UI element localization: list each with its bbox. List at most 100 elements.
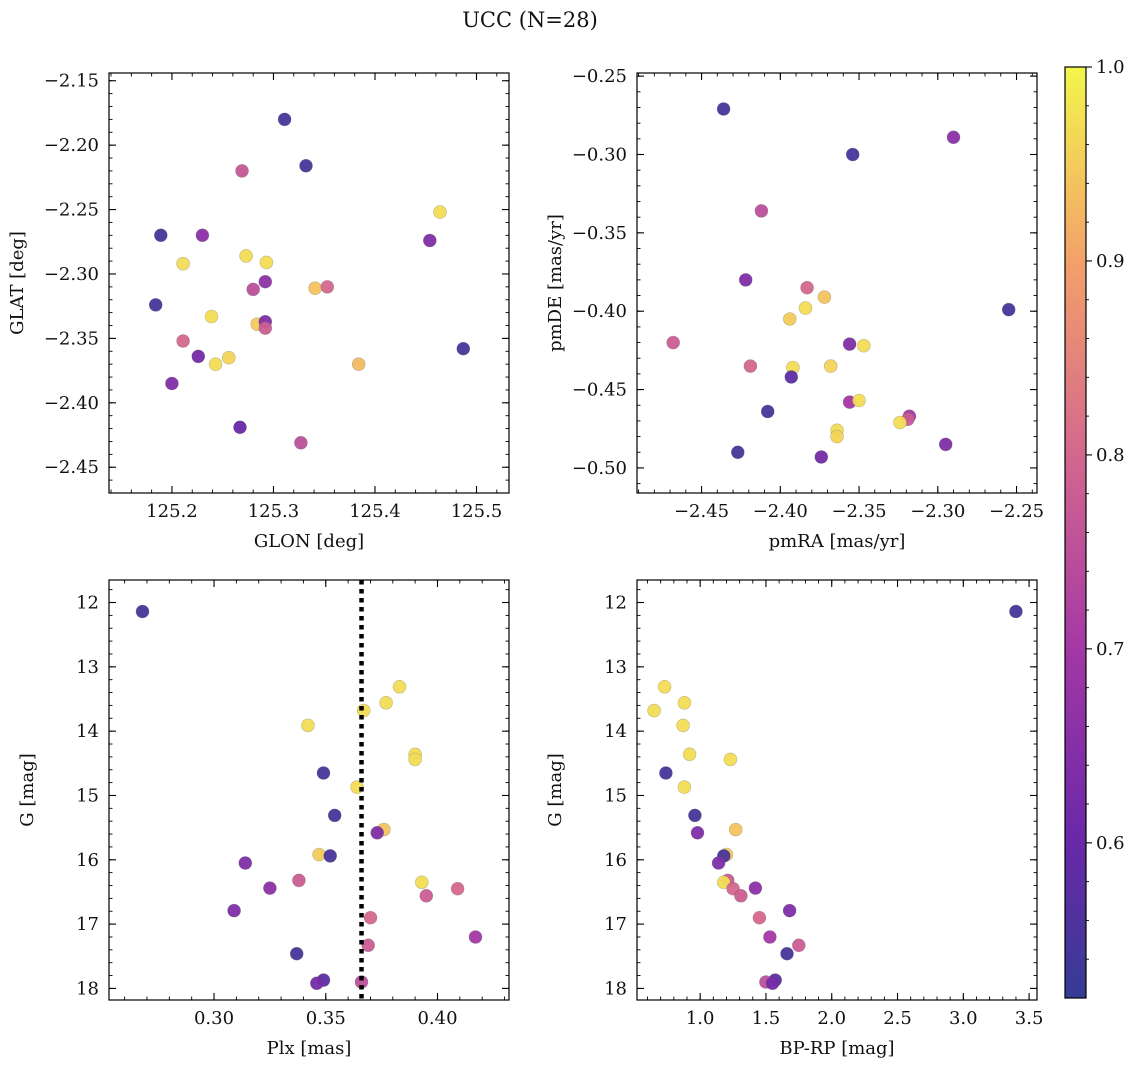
x-tick-label: −2.40 — [753, 501, 808, 522]
data-point — [148, 298, 163, 312]
y-tick-label: −0.45 — [572, 380, 627, 401]
y-tick-label: 14 — [604, 721, 627, 742]
data-point — [716, 102, 731, 116]
data-point — [361, 938, 376, 953]
data-point — [301, 718, 315, 733]
scatter-points — [666, 102, 1016, 464]
panel-pmra-pmde: −2.45 −2.40 −2.35 −2.30 −2.25 −0.50 −0.45 −0.40… — [545, 66, 1044, 552]
data-point — [938, 437, 953, 452]
axes-frame — [108, 72, 510, 494]
y-tick-label: 13 — [604, 657, 627, 678]
x-tick-label: 3.5 — [1015, 1008, 1044, 1029]
data-point — [798, 301, 813, 315]
panel-glon-glat: 125.2 125.3 125.4 125.5 −2.45 −2.40 −2.35 −2.30… — [7, 71, 510, 552]
data-point — [817, 290, 832, 304]
y-tick-label: −2.20 — [44, 135, 99, 156]
data-point — [814, 450, 829, 464]
data-point — [392, 679, 407, 694]
x-axis-label: GLON [deg] — [254, 531, 364, 552]
data-point — [433, 205, 447, 219]
colorbar-tick-label: 0.8 — [1096, 445, 1125, 466]
y-tick-label: 16 — [604, 850, 627, 871]
data-point — [760, 404, 775, 419]
data-point — [852, 393, 866, 408]
data-point — [258, 274, 273, 289]
x-tick-label: 125.3 — [248, 501, 300, 522]
data-point — [677, 780, 692, 794]
data-point — [419, 888, 434, 903]
y-tick-label: 15 — [604, 785, 627, 806]
data-point — [308, 281, 322, 296]
data-point — [782, 903, 797, 918]
x-tick-label: −2.25 — [989, 501, 1044, 522]
data-point — [690, 825, 705, 840]
y-tick-label: 17 — [604, 914, 627, 935]
data-point — [723, 752, 738, 767]
x-tick-label: 0.30 — [194, 1008, 234, 1029]
data-point — [830, 429, 844, 444]
y-axis-label: pmDE [mas/yr] — [545, 214, 566, 352]
data-point — [263, 881, 277, 895]
x-tick-label: 0.40 — [417, 1008, 457, 1029]
scatter-points — [148, 112, 471, 450]
data-point — [135, 604, 150, 619]
data-point — [748, 881, 763, 895]
x-tick-label: −2.45 — [674, 501, 729, 522]
data-point — [765, 976, 780, 991]
x-tick-label: 1.5 — [752, 1008, 781, 1029]
y-tick-label: −2.25 — [44, 200, 99, 221]
data-point — [682, 747, 697, 762]
data-point — [800, 280, 814, 295]
data-point — [946, 130, 961, 145]
data-point — [734, 888, 748, 903]
data-point — [780, 946, 794, 961]
axes-frame — [108, 579, 510, 1001]
data-point — [258, 321, 273, 335]
axes-frame — [636, 72, 1038, 494]
colorbar-gradient — [1064, 66, 1087, 999]
data-point — [1001, 302, 1016, 317]
data-point — [238, 856, 253, 870]
figure-title: UCC (N=28) — [462, 8, 598, 32]
axes-frame — [636, 579, 1038, 1001]
data-point — [738, 273, 753, 287]
data-point — [277, 112, 292, 127]
data-point — [752, 910, 767, 925]
data-point — [292, 873, 306, 888]
data-point — [222, 350, 236, 365]
x-tick-label: 2.5 — [883, 1008, 912, 1029]
data-point — [227, 903, 241, 918]
data-point — [363, 910, 378, 925]
data-point — [659, 766, 673, 780]
y-axis-label: GLAT [deg] — [7, 231, 28, 335]
x-tick-label: 125.2 — [146, 501, 198, 522]
data-point — [782, 312, 797, 326]
data-point — [716, 875, 731, 890]
data-point — [246, 282, 260, 297]
y-tick-label: −0.50 — [572, 458, 627, 479]
y-tick-label: 16 — [76, 850, 99, 871]
y-tick-label: −0.25 — [572, 66, 627, 87]
y-tick-label: 12 — [604, 593, 627, 614]
data-point — [728, 822, 743, 837]
y-tick-label: −0.35 — [572, 223, 627, 244]
data-point — [191, 349, 206, 364]
data-point — [309, 976, 324, 991]
data-point — [791, 938, 806, 953]
data-point — [1009, 604, 1023, 619]
data-point — [754, 204, 769, 218]
data-point — [204, 309, 219, 324]
y-tick-label: −2.35 — [44, 328, 99, 349]
data-point — [195, 228, 210, 243]
data-point — [379, 695, 393, 710]
y-axis-label: G [mag] — [17, 753, 38, 826]
colorbar-tick-label: 0.6 — [1096, 833, 1125, 854]
data-point — [323, 849, 338, 863]
data-point — [408, 752, 422, 767]
y-tick-label: −2.45 — [44, 457, 99, 478]
x-axis-label: pmRA [mas/yr] — [769, 531, 906, 552]
data-point — [165, 376, 179, 391]
data-point — [666, 335, 681, 350]
data-point — [208, 357, 223, 372]
colorbar-tick-label: 0.7 — [1096, 639, 1125, 660]
